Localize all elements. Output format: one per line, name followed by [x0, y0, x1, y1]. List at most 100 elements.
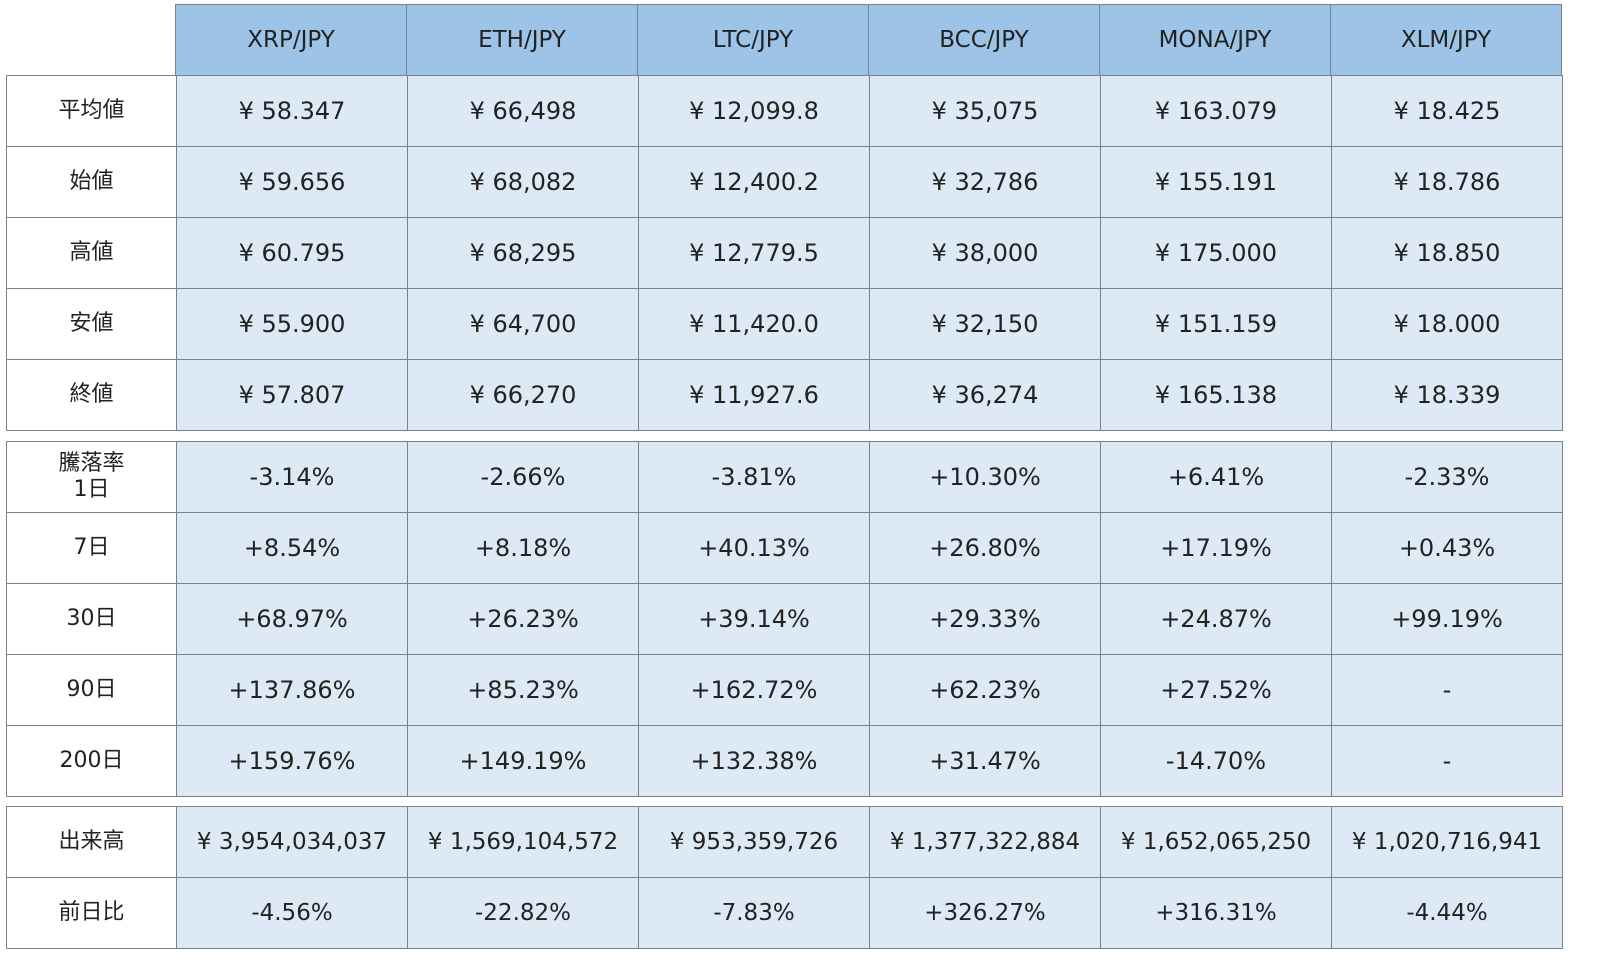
cell: ¥ 32,786	[869, 146, 1101, 218]
cell: ¥ 18.425	[1331, 75, 1563, 147]
cell: +17.19%	[1100, 512, 1332, 584]
cell: +62.23%	[869, 654, 1101, 726]
cell: -4.56%	[176, 877, 408, 949]
cell: ¥ 66,270	[407, 359, 639, 431]
table-row-volume: 出来高 ¥ 3,954,034,037 ¥ 1,569,104,572 ¥ 95…	[6, 806, 1563, 878]
cell: ¥ 68,295	[407, 217, 639, 289]
table-row-average: 平均値 ¥ 58.347 ¥ 66,498 ¥ 12,099.8 ¥ 35,07…	[6, 75, 1563, 147]
volume-table: 出来高 ¥ 3,954,034,037 ¥ 1,569,104,572 ¥ 95…	[6, 806, 1563, 949]
cell: ¥ 1,652,065,250	[1100, 806, 1332, 878]
row-label-low: 安値	[6, 288, 177, 360]
header-row: XRP/JPY ETH/JPY LTC/JPY BCC/JPY MONA/JPY…	[6, 4, 1562, 76]
table-row-volume-change: 前日比 -4.56% -22.82% -7.83% +326.27% +316.…	[6, 877, 1563, 949]
cell: -2.66%	[407, 441, 639, 513]
cell: ¥ 18.850	[1331, 217, 1563, 289]
table-row-open: 始値 ¥ 59.656 ¥ 68,082 ¥ 12,400.2 ¥ 32,786…	[6, 146, 1563, 218]
cell: ¥ 1,020,716,941	[1331, 806, 1563, 878]
cell: ¥ 32,150	[869, 288, 1101, 360]
row-label-30d: 30日	[6, 583, 177, 655]
row-label-200d: 200日	[6, 725, 177, 797]
cell: -3.14%	[176, 441, 408, 513]
cell: +8.54%	[176, 512, 408, 584]
cell: ¥ 165.138	[1100, 359, 1332, 431]
cell: +31.47%	[869, 725, 1101, 797]
cell: ¥ 1,377,322,884	[869, 806, 1101, 878]
cell: ¥ 11,927.6	[638, 359, 870, 431]
cell: +24.87%	[1100, 583, 1332, 655]
change-rate-table: 騰落率 1日 -3.14% -2.66% -3.81% +10.30% +6.4…	[6, 441, 1563, 797]
cell: -14.70%	[1100, 725, 1332, 797]
cell: +29.33%	[869, 583, 1101, 655]
cell: -	[1331, 725, 1563, 797]
row-label-close: 終値	[6, 359, 177, 431]
cell: +0.43%	[1331, 512, 1563, 584]
cell: ¥ 68,082	[407, 146, 639, 218]
header-pair-bcc: BCC/JPY	[868, 4, 1100, 76]
cell: ¥ 55.900	[176, 288, 408, 360]
cell: +85.23%	[407, 654, 639, 726]
row-label-volume: 出来高	[6, 806, 177, 878]
cell: -7.83%	[638, 877, 870, 949]
cell: ¥ 18.786	[1331, 146, 1563, 218]
cell: ¥ 64,700	[407, 288, 639, 360]
row-label-high: 高値	[6, 217, 177, 289]
row-label-1d: 騰落率 1日	[6, 441, 177, 513]
cell: +326.27%	[869, 877, 1101, 949]
cell: ¥ 60.795	[176, 217, 408, 289]
cell: ¥ 151.159	[1100, 288, 1332, 360]
table-row-7d: 7日 +8.54% +8.18% +40.13% +26.80% +17.19%…	[6, 512, 1563, 584]
cell: ¥ 953,359,726	[638, 806, 870, 878]
header-corner	[6, 4, 176, 76]
cell: -22.82%	[407, 877, 639, 949]
change-section-title: 騰落率	[58, 451, 125, 476]
cell: +26.23%	[407, 583, 639, 655]
cell: +99.19%	[1331, 583, 1563, 655]
table-row-high: 高値 ¥ 60.795 ¥ 68,295 ¥ 12,779.5 ¥ 38,000…	[6, 217, 1563, 289]
header-pair-mona: MONA/JPY	[1099, 4, 1331, 76]
cell: ¥ 155.191	[1100, 146, 1332, 218]
cell: +68.97%	[176, 583, 408, 655]
header-pair-eth: ETH/JPY	[406, 4, 638, 76]
cell: +159.76%	[176, 725, 408, 797]
cell: +27.52%	[1100, 654, 1332, 726]
cell: +40.13%	[638, 512, 870, 584]
cell: +162.72%	[638, 654, 870, 726]
cell: ¥ 12,779.5	[638, 217, 870, 289]
row-label-open: 始値	[6, 146, 177, 218]
cell: ¥ 18.339	[1331, 359, 1563, 431]
header-pair-xrp: XRP/JPY	[175, 4, 407, 76]
cell: ¥ 57.807	[176, 359, 408, 431]
cell: ¥ 12,400.2	[638, 146, 870, 218]
table-row-low: 安値 ¥ 55.900 ¥ 64,700 ¥ 11,420.0 ¥ 32,150…	[6, 288, 1563, 360]
cell: -	[1331, 654, 1563, 726]
row-label-1d-text: 1日	[73, 477, 110, 502]
cell: ¥ 1,569,104,572	[407, 806, 639, 878]
row-label-average: 平均値	[6, 75, 177, 147]
cell: ¥ 11,420.0	[638, 288, 870, 360]
cell: ¥ 36,274	[869, 359, 1101, 431]
table-row-30d: 30日 +68.97% +26.23% +39.14% +29.33% +24.…	[6, 583, 1563, 655]
header-pair-xlm: XLM/JPY	[1330, 4, 1562, 76]
cell: ¥ 35,075	[869, 75, 1101, 147]
row-label-7d: 7日	[6, 512, 177, 584]
cell: ¥ 163.079	[1100, 75, 1332, 147]
cell: ¥ 12,099.8	[638, 75, 870, 147]
table-row-close: 終値 ¥ 57.807 ¥ 66,270 ¥ 11,927.6 ¥ 36,274…	[6, 359, 1563, 431]
cell: ¥ 18.000	[1331, 288, 1563, 360]
cell: -3.81%	[638, 441, 870, 513]
cell: -4.44%	[1331, 877, 1563, 949]
cell: +10.30%	[869, 441, 1101, 513]
cell: ¥ 66,498	[407, 75, 639, 147]
price-table: 平均値 ¥ 58.347 ¥ 66,498 ¥ 12,099.8 ¥ 35,07…	[6, 75, 1563, 431]
cell: +8.18%	[407, 512, 639, 584]
table-row-1d: 騰落率 1日 -3.14% -2.66% -3.81% +10.30% +6.4…	[6, 441, 1563, 513]
cell: +6.41%	[1100, 441, 1332, 513]
cell: +39.14%	[638, 583, 870, 655]
header-pair-ltc: LTC/JPY	[637, 4, 869, 76]
cell: ¥ 58.347	[176, 75, 408, 147]
cell: ¥ 38,000	[869, 217, 1101, 289]
table-row-200d: 200日 +159.76% +149.19% +132.38% +31.47% …	[6, 725, 1563, 797]
cell: -2.33%	[1331, 441, 1563, 513]
cell: +137.86%	[176, 654, 408, 726]
cell: ¥ 59.656	[176, 146, 408, 218]
